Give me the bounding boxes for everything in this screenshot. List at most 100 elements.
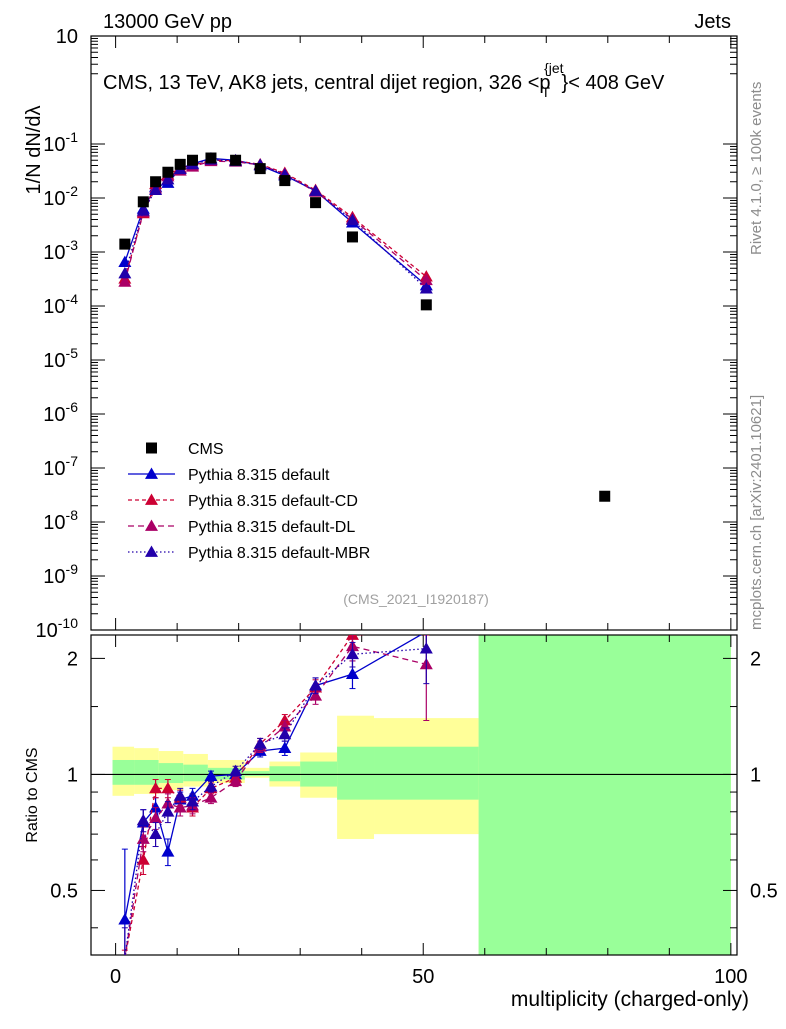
legend-marker-cms: [146, 442, 157, 454]
y-tick-label-main: 10-1: [43, 129, 78, 156]
mc-point-ratio: [204, 769, 218, 781]
mc-point-main: [309, 184, 323, 196]
mc-point-ratio: [118, 913, 132, 925]
plot-title: CMS, 13 TeV, AK8 jets, central dijet reg…: [103, 60, 665, 100]
mc-point-ratio: [136, 813, 150, 826]
ylabel-ratio-text: Ratio to CMS: [24, 747, 41, 842]
mc-point-main: [419, 273, 433, 286]
y-tick-label-ratio-right: 0.5: [750, 880, 778, 902]
mc-point-ratio: [149, 781, 163, 794]
legend-label: CMS: [188, 441, 224, 458]
y-tick-exponent: -10: [58, 615, 78, 631]
mc-point-ratio: [229, 774, 243, 787]
mc-point-ratio: [229, 764, 243, 776]
mc-point-ratio: [309, 679, 323, 691]
side-label-rivet: Rivet 4.1.0, ≥ 100k events: [748, 82, 765, 255]
analysis-id: (CMS_2021_I1920187): [343, 591, 489, 607]
mc-point-main: [118, 275, 132, 287]
stat-uncertainty-band: [337, 746, 375, 800]
legend: CMS Pythia 8.315 default Pythia 8.315 defa…: [128, 441, 370, 562]
y-tick-base: 10: [43, 566, 65, 588]
stat-uncertainty-band: [112, 759, 135, 785]
title-sup: {jet: [544, 60, 564, 76]
y-tick-label-main: 10: [56, 26, 78, 48]
mc-point-ratio: [309, 689, 323, 701]
mc-point-ratio: [204, 780, 218, 792]
cms-data-point: [310, 197, 322, 209]
mc-point-ratio: [419, 642, 433, 654]
mc-point-ratio: [136, 853, 150, 865]
ratio-panel-frame: [90, 634, 738, 956]
y-tick-base: 10: [43, 134, 65, 156]
mc-series-ratio-group: [121, 635, 433, 955]
stat-uncertainty-band: [158, 763, 184, 784]
y-tick-label-ratio-right: 2: [750, 648, 761, 670]
cms-data-point: [162, 166, 174, 178]
mc-point-ratio: [161, 845, 175, 857]
y-axis-label-ratio: Ratio to CMS: [24, 747, 41, 842]
title-text: CMS, 13 TeV, AK8 jets, central dijet reg…: [103, 72, 551, 94]
legend-marker: [145, 519, 158, 531]
x-tick-label: 100: [714, 966, 747, 988]
y-tick-base: 10: [43, 458, 65, 480]
y-tick-exponent: -7: [66, 453, 79, 469]
y-tick-exponent: -8: [66, 507, 79, 523]
stat-uncertainty-band: [478, 635, 731, 955]
y-tick-exponent: -3: [66, 237, 79, 253]
y-tick-label-main: 10-6: [43, 399, 78, 426]
legend-label: Pythia 8.315 default-DL: [188, 519, 355, 536]
cms-data-point: [254, 163, 266, 175]
main-panel-frame: [90, 35, 738, 631]
mc-point-ratio: [173, 789, 187, 801]
mc-point-main: [118, 266, 132, 279]
stat-uncertainty-band: [269, 766, 301, 782]
cms-data-point: [119, 238, 131, 250]
mc-point-ratio: [278, 714, 292, 726]
mc-point-ratio: [186, 795, 200, 807]
y-tick-exponent: -4: [66, 291, 79, 307]
y-tick-label-ratio: 0.5: [50, 880, 78, 902]
y-tick-base: 10: [43, 242, 65, 264]
title-sub: T: [542, 84, 551, 100]
cms-data-point: [230, 154, 242, 166]
mc-point-main: [345, 213, 359, 225]
mc-point-main: [419, 282, 433, 294]
mc-point-ratio: [173, 801, 187, 813]
y-tick-exponent: -5: [66, 345, 79, 361]
stat-uncertainty-band: [134, 759, 159, 785]
cms-data-point: [346, 231, 358, 243]
mc-point-main: [161, 173, 175, 185]
y-tick-label-main: 10-3: [43, 237, 78, 264]
x-tick-label: 50: [412, 966, 434, 988]
header-energy: 13000 GeV pp: [103, 11, 232, 33]
mc-point-ratio: [161, 805, 175, 817]
mc-point-main: [149, 183, 163, 195]
cms-data-point: [599, 490, 611, 502]
cms-data-point: [205, 152, 217, 164]
y-tick-base: 10: [43, 350, 65, 372]
legend-marker: [145, 545, 158, 557]
mc-point-ratio: [149, 827, 163, 839]
header-category: Jets: [694, 11, 731, 33]
cms-data-main: [119, 152, 611, 502]
cms-data-point: [420, 299, 432, 311]
cms-data-point: [187, 154, 199, 166]
mc-point-ratio: [345, 647, 359, 660]
y-axis-label-main: 1/N dN/dλ: [23, 106, 45, 195]
mc-point-main: [136, 204, 150, 216]
mc-point-main: [118, 255, 132, 267]
y-tick-base: 10: [56, 26, 78, 48]
axis-ticks: 0 50 1001010-110-210-310-410-510-610-710-8…: [36, 26, 778, 988]
mc-point-ratio: [149, 801, 163, 813]
y-tick-label-main: 10-4: [43, 291, 78, 318]
mc-series-ratio: [118, 635, 433, 955]
legend-marker: [145, 467, 158, 479]
y-tick-label-main: 10-8: [43, 507, 78, 534]
y-tick-base: 10: [43, 404, 65, 426]
cms-data-point: [279, 175, 291, 187]
legend-label: Pythia 8.315 default-MBR: [188, 545, 370, 562]
y-tick-base: 10: [43, 512, 65, 534]
y-tick-label-main: 10-5: [43, 345, 78, 372]
